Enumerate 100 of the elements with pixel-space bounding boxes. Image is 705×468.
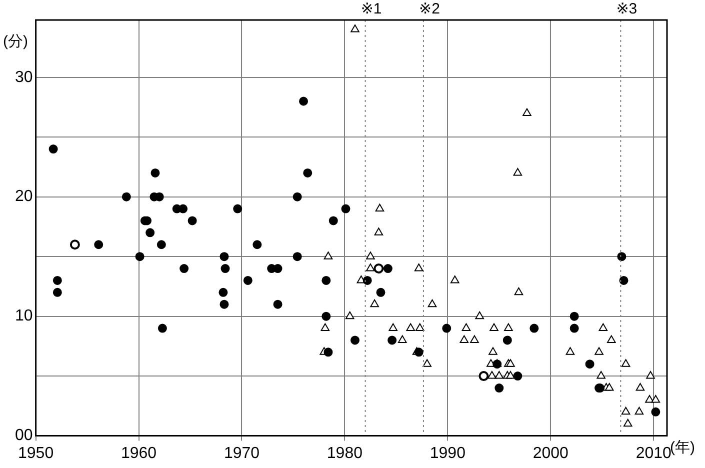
- point: [598, 323, 608, 332]
- point: [48, 144, 58, 154]
- point: [370, 299, 379, 308]
- point: [406, 323, 416, 332]
- point: [488, 371, 496, 379]
- point: [490, 323, 498, 332]
- point: [362, 276, 372, 285]
- point: [158, 324, 167, 333]
- x-axis-title: (年): [670, 438, 695, 456]
- point: [135, 252, 144, 262]
- point: [513, 168, 522, 176]
- point: [623, 418, 632, 427]
- point: [530, 324, 539, 333]
- point: [122, 192, 131, 202]
- point: [488, 347, 498, 355]
- x-tick-label: 1950: [18, 444, 54, 462]
- point: [220, 264, 230, 274]
- y-axis-title: (分): [3, 33, 28, 50]
- point: [621, 406, 630, 415]
- point: [52, 288, 62, 297]
- point: [388, 336, 397, 345]
- point: [651, 394, 660, 403]
- point: [328, 216, 338, 226]
- y-tick-label: 10: [15, 308, 33, 325]
- point: [156, 240, 166, 250]
- point: [292, 252, 302, 262]
- point: [350, 336, 360, 345]
- ref-line-label: ※3: [616, 0, 638, 18]
- point: [502, 336, 512, 345]
- x-tick-label: 1960: [120, 444, 157, 462]
- point: [292, 192, 302, 202]
- point: [341, 204, 350, 214]
- point: [442, 324, 452, 333]
- point: [570, 324, 579, 333]
- point: [303, 168, 312, 178]
- point: [566, 347, 575, 355]
- point: [494, 384, 504, 393]
- point: [388, 323, 398, 332]
- point: [585, 360, 594, 369]
- point: [273, 300, 282, 309]
- point: [415, 323, 424, 332]
- point: [188, 216, 197, 226]
- point: [646, 371, 655, 379]
- point: [651, 407, 660, 416]
- point: [504, 323, 513, 332]
- point: [470, 335, 479, 343]
- point: [252, 240, 262, 250]
- point: [218, 288, 228, 297]
- point: [324, 252, 333, 260]
- point: [322, 312, 331, 321]
- point: [366, 252, 375, 260]
- point: [604, 383, 614, 391]
- point: [422, 359, 432, 367]
- point: [398, 335, 407, 343]
- point: [383, 264, 392, 274]
- point: [462, 323, 471, 332]
- point: [299, 96, 308, 106]
- point: [596, 371, 606, 379]
- x-tick-label: 1970: [224, 444, 260, 462]
- point: [220, 252, 229, 262]
- point: [594, 347, 604, 355]
- ref-line-label: ※1: [360, 0, 382, 18]
- point: [634, 406, 644, 415]
- point: [478, 371, 489, 382]
- point: [619, 276, 628, 285]
- point: [243, 276, 252, 285]
- x-tick-label: 1980: [326, 444, 363, 462]
- point: [475, 311, 484, 320]
- point: [506, 371, 515, 379]
- point: [324, 348, 333, 357]
- y-tick-label: 30: [15, 68, 33, 86]
- point: [70, 240, 80, 250]
- point: [350, 24, 360, 32]
- point: [52, 276, 62, 285]
- point: [607, 335, 616, 343]
- point: [414, 264, 424, 272]
- point: [146, 228, 155, 238]
- point: [375, 204, 384, 212]
- y-tick-label: 00: [15, 427, 33, 444]
- point: [621, 359, 630, 367]
- point: [522, 108, 532, 116]
- point: [94, 240, 104, 250]
- y-tick-label: 20: [15, 188, 33, 206]
- point: [374, 264, 384, 274]
- point: [180, 264, 189, 274]
- point: [513, 372, 522, 381]
- point: [220, 300, 229, 309]
- point: [322, 276, 331, 285]
- point: [460, 335, 469, 343]
- point: [233, 204, 242, 214]
- point: [376, 288, 386, 297]
- x-tick-label: 2000: [532, 444, 569, 462]
- point: [450, 275, 460, 284]
- point: [428, 299, 437, 308]
- point: [494, 371, 504, 379]
- point: [374, 228, 384, 236]
- point: [636, 383, 645, 391]
- point: [617, 252, 626, 262]
- ref-line-label: ※2: [419, 0, 440, 18]
- point: [506, 359, 515, 367]
